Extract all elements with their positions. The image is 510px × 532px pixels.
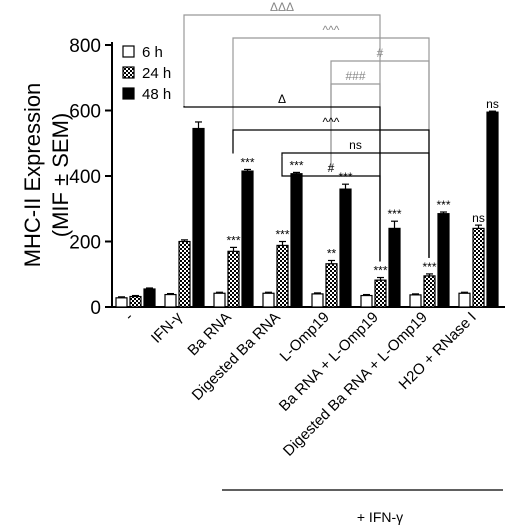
bar-6h <box>311 293 324 308</box>
significance-label: *** <box>373 264 387 278</box>
bar-48h <box>192 127 205 308</box>
bar-6h <box>115 297 128 308</box>
bar-48h <box>339 188 352 308</box>
bar-48h <box>241 170 254 308</box>
y-tick-label: 400 <box>69 167 101 188</box>
comparison-bracket: ns <box>281 138 430 258</box>
y-tick-label: 0 <box>90 298 101 319</box>
legend-item: 48 h <box>122 86 171 103</box>
bar-group: ***** <box>311 170 353 308</box>
bar-6h <box>262 292 275 308</box>
bar-6h <box>409 294 422 308</box>
legend-swatch <box>122 66 135 79</box>
bracket-label: Δ <box>278 92 286 106</box>
y-axis-title-line1: MHC-II Expression <box>20 83 45 268</box>
bar-group: *** *** <box>262 158 304 308</box>
x-category-label: - <box>121 309 137 325</box>
x-category-label: Ba RNA <box>184 309 234 359</box>
bar-24h <box>423 275 436 308</box>
bar-24h <box>374 279 387 308</box>
significance-label: *** <box>387 207 401 221</box>
bar-group: ns ns <box>458 97 499 308</box>
bracket-label: ^^^ <box>323 23 340 37</box>
bar-group: *** *** <box>213 155 255 308</box>
bar-group: *** *** <box>360 207 402 308</box>
legend-item: 24 h <box>122 65 171 82</box>
bar-group <box>115 287 156 308</box>
significance-label: *** <box>338 170 352 184</box>
bracket-label: ΔΔΔ <box>270 0 294 14</box>
y-tick-label: 200 <box>69 233 101 254</box>
bar-group: *** *** <box>409 198 451 308</box>
x-category-label: Digested Ba RNA <box>189 309 284 404</box>
x-category-label: IFN-γ <box>148 308 186 346</box>
bar-24h <box>325 263 338 308</box>
significance-label: ns <box>472 211 485 225</box>
significance-label: ** <box>327 246 337 260</box>
significance-label: *** <box>422 260 436 274</box>
legend-swatch <box>122 87 135 100</box>
bar-6h <box>164 293 177 308</box>
legend-swatch <box>122 45 135 58</box>
bar-48h <box>290 173 303 308</box>
significance-label: *** <box>436 198 450 212</box>
bracket-label: # <box>328 161 335 175</box>
bar-24h <box>129 295 142 308</box>
bar-group <box>164 121 205 308</box>
bar-48h <box>388 227 401 308</box>
bar-6h <box>360 294 373 308</box>
bar-48h <box>437 213 450 308</box>
bar-24h <box>472 227 485 308</box>
legend-label: 6 h <box>142 44 163 61</box>
significance-label: *** <box>226 233 240 247</box>
bar-48h <box>143 288 156 308</box>
bracket-label: ns <box>349 138 362 152</box>
bracket-label: ^^^ <box>323 115 340 129</box>
legend-item: 6 h <box>122 44 163 61</box>
y-axis-title: MHC-II Expression (MIF ± SEM) <box>20 83 73 268</box>
legend-label: 24 h <box>142 65 171 82</box>
bar-48h <box>486 111 499 308</box>
bracket-line <box>281 152 430 258</box>
comparison-brackets: ΔΔΔ^^^####Δ^^^ns# <box>183 0 430 262</box>
y-axis-title-line2: (MIF ± SEM) <box>48 113 73 238</box>
comparison-bracket: ### <box>330 69 381 262</box>
legend: 6 h 24 h 48 h <box>122 44 171 103</box>
legend-label: 48 h <box>142 86 171 103</box>
bracket-line <box>281 156 381 262</box>
bracket-label: ### <box>345 69 365 83</box>
ifn-gamma-group-label: + IFN-γ <box>357 509 403 525</box>
y-tick-label: 600 <box>69 102 101 123</box>
bar-6h <box>458 292 471 308</box>
significance-label: *** <box>240 155 254 169</box>
significance-label: *** <box>289 158 303 172</box>
bar-6h <box>213 292 226 308</box>
comparison-bracket: # <box>281 156 381 262</box>
bar-24h <box>276 244 289 308</box>
y-axis: 0 200 400 600 800 <box>69 36 113 319</box>
significance-label: *** <box>275 228 289 242</box>
significance-label: ns <box>486 97 499 111</box>
bracket-label: # <box>377 46 384 60</box>
y-tick-label: 800 <box>69 36 101 57</box>
bar-24h <box>178 240 191 308</box>
bar-24h <box>227 250 240 308</box>
